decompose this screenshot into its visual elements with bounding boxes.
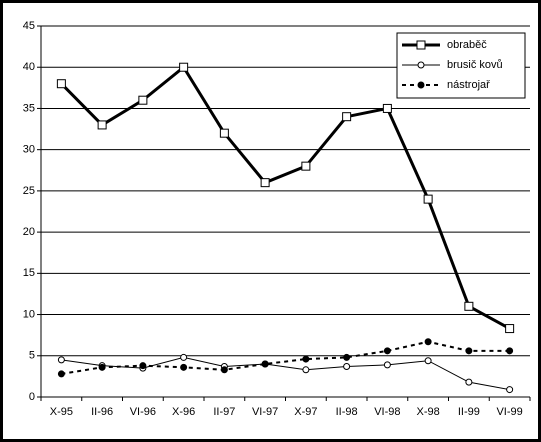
y-tick-label: 20	[23, 226, 35, 238]
data-point	[424, 338, 432, 346]
data-point	[302, 355, 310, 363]
data-point	[424, 357, 432, 365]
x-tick-label: X-98	[417, 406, 440, 418]
data-point	[423, 194, 433, 204]
x-tick-label: X-95	[50, 406, 73, 418]
data-point	[464, 301, 474, 311]
legend-marker	[416, 40, 426, 50]
legend-label: brusič kovů	[447, 59, 503, 71]
y-tick-label: 45	[23, 20, 35, 32]
legend-label: nástrojař	[447, 79, 490, 91]
x-tick-label: VI-99	[496, 406, 522, 418]
data-point	[342, 112, 352, 122]
x-tick-label: VI-96	[130, 406, 156, 418]
x-tick-label: II-98	[336, 406, 358, 418]
data-point	[465, 378, 473, 386]
data-point	[179, 62, 189, 72]
data-point	[260, 178, 270, 188]
y-tick-label: 5	[29, 350, 35, 362]
series-line	[61, 340, 510, 375]
y-tick-label: 25	[23, 185, 35, 197]
data-point	[382, 103, 392, 113]
data-point	[138, 95, 148, 105]
data-point	[220, 366, 228, 374]
data-point	[139, 362, 147, 370]
y-tick-label: 35	[23, 102, 35, 114]
data-point	[383, 361, 391, 369]
data-point	[57, 356, 65, 364]
data-point	[180, 353, 188, 361]
data-point	[180, 363, 188, 371]
legend-label: obraběč	[447, 39, 487, 51]
data-point	[97, 120, 107, 130]
legend-marker	[417, 81, 425, 89]
data-point	[219, 128, 229, 138]
data-point	[98, 363, 106, 371]
data-point	[302, 366, 310, 374]
data-point	[261, 360, 269, 368]
data-point	[506, 386, 514, 394]
x-tick-label: VI-98	[374, 406, 400, 418]
y-tick-label: 40	[23, 61, 35, 73]
data-point	[56, 79, 66, 89]
data-point	[506, 347, 514, 355]
data-point	[57, 370, 65, 378]
plot	[56, 62, 515, 394]
x-tick-label: VI-97	[252, 406, 278, 418]
x-tick-label: II-96	[91, 406, 113, 418]
data-point	[301, 161, 311, 171]
y-tick-label: 15	[23, 267, 35, 279]
x-tick-label: X-97	[294, 406, 317, 418]
x-tick-label: II-97	[213, 406, 235, 418]
series-line	[61, 356, 510, 391]
x-tick-label: X-96	[172, 406, 195, 418]
y-tick-label: 10	[23, 308, 35, 320]
y-tick-label: 0	[29, 391, 35, 403]
series-line	[60, 64, 511, 330]
data-point	[505, 324, 515, 334]
legend-items: obraběč brusič kovů nástrojař	[402, 39, 503, 91]
x-tick-label: II-99	[458, 406, 480, 418]
data-point	[383, 347, 391, 355]
data-point	[465, 347, 473, 355]
y-tick-label: 30	[23, 144, 35, 156]
data-point	[343, 362, 351, 370]
data-point	[343, 353, 351, 361]
legend-marker	[417, 61, 425, 69]
